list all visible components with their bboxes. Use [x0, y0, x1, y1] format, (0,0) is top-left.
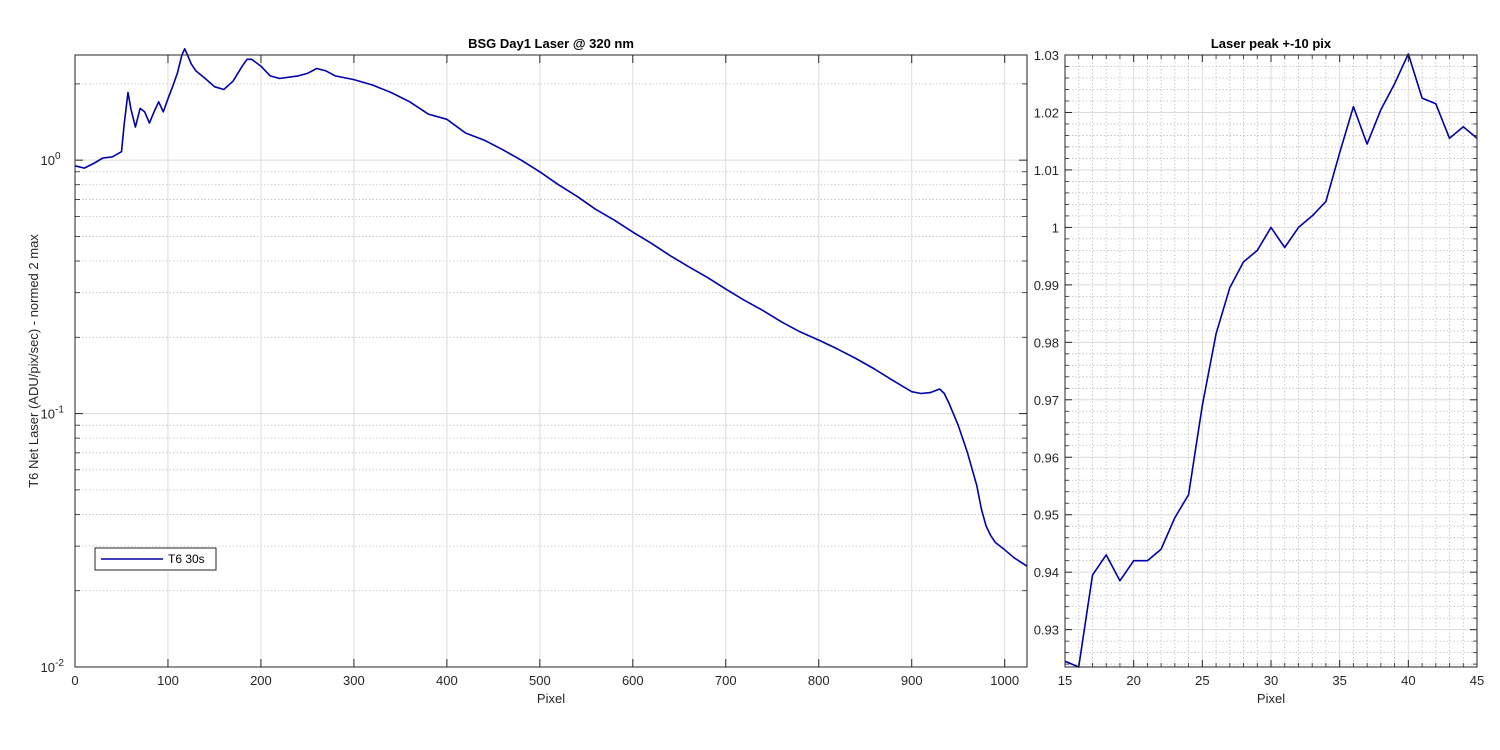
- right-x-tick-label: 45: [1470, 673, 1484, 688]
- left-x-axis-label: Pixel: [537, 691, 565, 706]
- left-plot-area: [75, 55, 1027, 667]
- right-x-tick-label: 40: [1401, 673, 1415, 688]
- right-chart-title: Laser peak +-10 pix: [1211, 36, 1332, 51]
- left-y-tick-exponent: 0: [55, 151, 61, 162]
- right-y-tick-label: 1.03: [1034, 48, 1059, 63]
- left-x-tick-label: 1000: [990, 673, 1019, 688]
- left-x-tick-label: 800: [808, 673, 830, 688]
- left-y-tick-exponent: -1: [55, 405, 64, 416]
- right-chart: 0.93 0.94 0.95 0.96 0.97 0.98 0.99 1 1.01 1.02 1.0…: [1034, 36, 1485, 706]
- right-tick-labels: 0.93 0.94 0.95 0.96 0.97 0.98 0.99 1 1.01 1.02 1.0…: [1034, 48, 1485, 688]
- left-y-tick-label: 10: [41, 407, 55, 422]
- left-chart-title: BSG Day1 Laser @ 320 nm: [468, 36, 634, 51]
- right-y-tick-label: 0.99: [1034, 278, 1059, 293]
- left-y-tick-exponent: -2: [55, 658, 64, 669]
- left-y-tick-label: 10: [41, 660, 55, 675]
- right-y-tick-label: 0.98: [1034, 335, 1059, 350]
- right-y-tick-label: 0.94: [1034, 565, 1059, 580]
- right-y-tick-label: 0.97: [1034, 393, 1059, 408]
- right-x-tick-label: 35: [1332, 673, 1346, 688]
- right-x-tick-label: 30: [1264, 673, 1278, 688]
- left-axes-box: [74, 54, 1028, 668]
- left-chart: 10-210-110 00 100 200 300 400 500 600 700 800 900 1…: [26, 36, 1028, 706]
- right-x-axis-label: Pixel: [1257, 691, 1285, 706]
- right-series-line: [1064, 53, 1478, 668]
- left-x-tick-label: 200: [250, 673, 272, 688]
- right-x-tick-label: 20: [1126, 673, 1140, 688]
- left-x-tick-label: 600: [622, 673, 644, 688]
- right-y-tick-label: 0.93: [1034, 623, 1059, 638]
- legend: T6 30s: [94, 547, 217, 571]
- right-y-tick-label: 0.95: [1034, 508, 1059, 523]
- left-x-tick-label: 500: [529, 673, 551, 688]
- left-x-tick-label: 0: [71, 673, 78, 688]
- left-series-group: [74, 47, 1028, 567]
- right-y-tick-label: 1: [1052, 220, 1059, 235]
- left-ticks: [74, 55, 1027, 668]
- left-x-tick-label: 400: [436, 673, 458, 688]
- right-ticks: [1064, 54, 1478, 667]
- left-x-tick-label: 900: [901, 673, 923, 688]
- left-x-tick-label: 700: [715, 673, 737, 688]
- right-y-tick-label: 1.02: [1034, 105, 1059, 120]
- right-x-tick-label: 25: [1195, 673, 1209, 688]
- left-x-tick-label: 300: [343, 673, 365, 688]
- right-series-group: [1064, 53, 1478, 668]
- left-y-tick-label: 10: [41, 153, 55, 168]
- right-y-tick-label: 1.01: [1034, 163, 1059, 178]
- right-x-tick-label: 15: [1058, 673, 1072, 688]
- left-y-axis-label: T6 Net Laser (ADU/pix/sec) - normed 2 ma…: [26, 234, 41, 488]
- legend-entry-label: T6 30s: [168, 552, 205, 566]
- left-x-tick-label: 100: [157, 673, 179, 688]
- left-tick-labels: 10-210-110 00 100 200 300 400 500 600 700 800 900 1…: [41, 151, 1020, 688]
- left-series-line: [74, 47, 1028, 567]
- right-y-tick-label: 0.96: [1034, 450, 1059, 465]
